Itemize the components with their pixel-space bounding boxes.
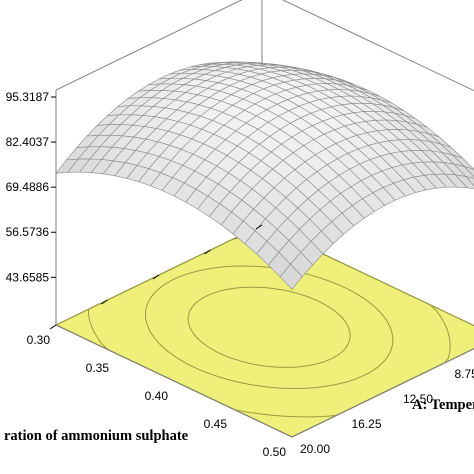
contour-4	[187, 286, 351, 368]
surface-cell	[279, 263, 303, 290]
y-tick-mark	[101, 299, 108, 305]
y-tick-mark	[49, 324, 57, 330]
x-tick-label: 8.75	[455, 367, 474, 381]
x-tick-label: 20.00	[300, 442, 330, 456]
z-tick-label: 43.6585	[6, 270, 50, 284]
x-tick-label: 12.50	[403, 392, 433, 406]
box-edge-top	[55, 0, 474, 92]
response-surface	[55, 61, 474, 290]
contour-3	[144, 265, 394, 390]
x-tick-label: 16.25	[352, 417, 382, 431]
z-tick-label: 69.4886	[6, 180, 50, 194]
y-tick-mark	[255, 224, 263, 230]
x-axis-line	[291, 348, 474, 438]
z-tick-label: 82.4037	[6, 135, 50, 149]
y-tick-label: 0.50	[263, 445, 287, 459]
y-axis-title: ration of ammonium sulphate	[4, 428, 189, 444]
y-tick-mark	[152, 274, 160, 280]
y-tick-label: 0.30	[27, 333, 51, 347]
y-axis-line	[55, 324, 293, 438]
chart-box-front	[55, 90, 474, 438]
y-tick-mark	[204, 249, 211, 255]
x-axis-title: A: Temperature	[412, 397, 474, 413]
y-tick-label: 0.35	[86, 361, 110, 375]
y-tick-label: 0.40	[145, 389, 169, 403]
z-tick-label: 56.5736	[6, 225, 50, 239]
z-tick-label: 95.3187	[6, 90, 50, 104]
tick-labels: 43.6585 56.5736 69.4886 82.4037 95.3187 0.30 0…	[6, 90, 474, 459]
y-tick-label: 0.45	[204, 417, 228, 431]
